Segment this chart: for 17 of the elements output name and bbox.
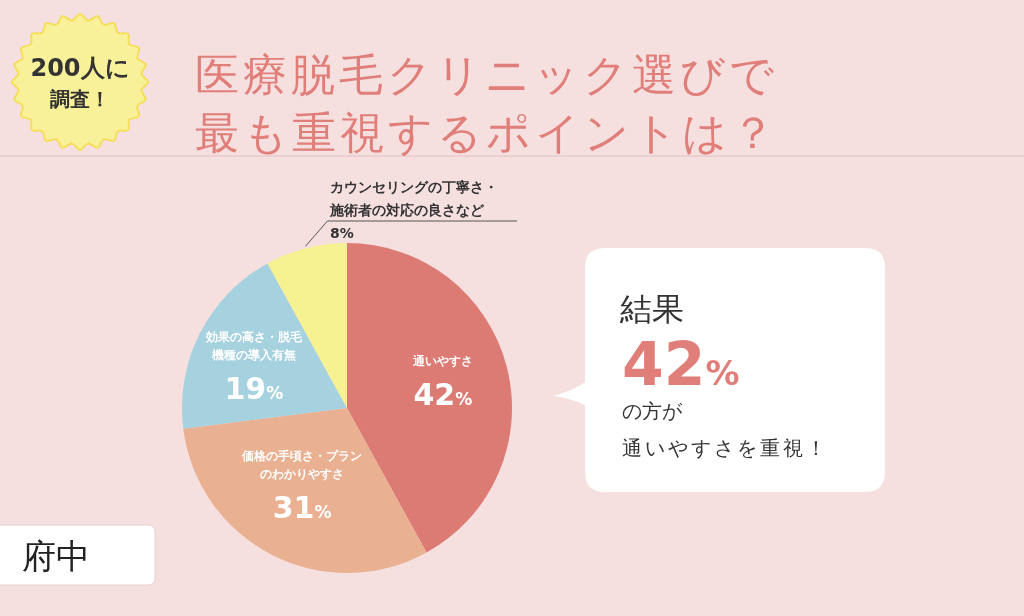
text: 42% — [622, 329, 740, 399]
data-label: 31% — [272, 490, 332, 526]
text: 府中 — [22, 536, 90, 576]
text: の方が — [622, 399, 683, 423]
text: 200人に調査！ — [30, 54, 130, 111]
slice-label: カウンセリングの丁寧さ・施術者の対応の良さなど — [329, 179, 498, 218]
pie-slice — [347, 243, 512, 553]
pie-slice — [183, 408, 427, 573]
slice-label: 通いやすさ — [411, 354, 473, 369]
slice-label: 効果の高さ・脱毛機種の導入有無 — [204, 330, 303, 363]
data-label: 8% — [330, 225, 354, 241]
chart-title: 医療脱毛クリニック選びで最も重視するポイントは？ — [195, 49, 779, 158]
data-label: 42% — [413, 377, 473, 413]
text: 通いやすさを重視！ — [622, 436, 829, 460]
slice-label: 価格の手頃さ・プランのわかりやすさ — [241, 449, 363, 482]
text: 結果 — [619, 290, 684, 328]
data-label: 19% — [224, 371, 284, 407]
